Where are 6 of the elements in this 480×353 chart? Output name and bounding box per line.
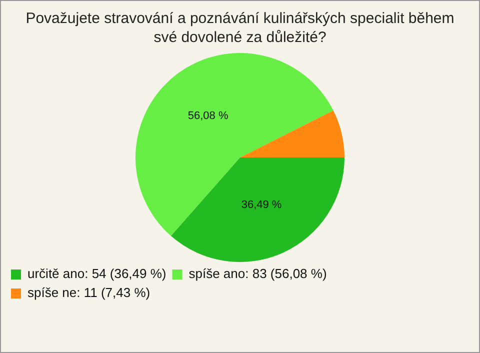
- chart-title: Považujete stravování a poznávání kulinářských specialit během své dovolené za důležité?: [24, 9, 456, 47]
- legend-label: spíše ano: 83 (56,08 %): [188, 266, 327, 282]
- legend-label: spíše ne: 11 (7,43 %): [28, 285, 150, 300]
- data-label: 56,08 %: [188, 110, 228, 122]
- legend-label: určitě ano: 54 (36,49 %): [28, 266, 166, 282]
- data-label: 36,49 %: [241, 199, 282, 212]
